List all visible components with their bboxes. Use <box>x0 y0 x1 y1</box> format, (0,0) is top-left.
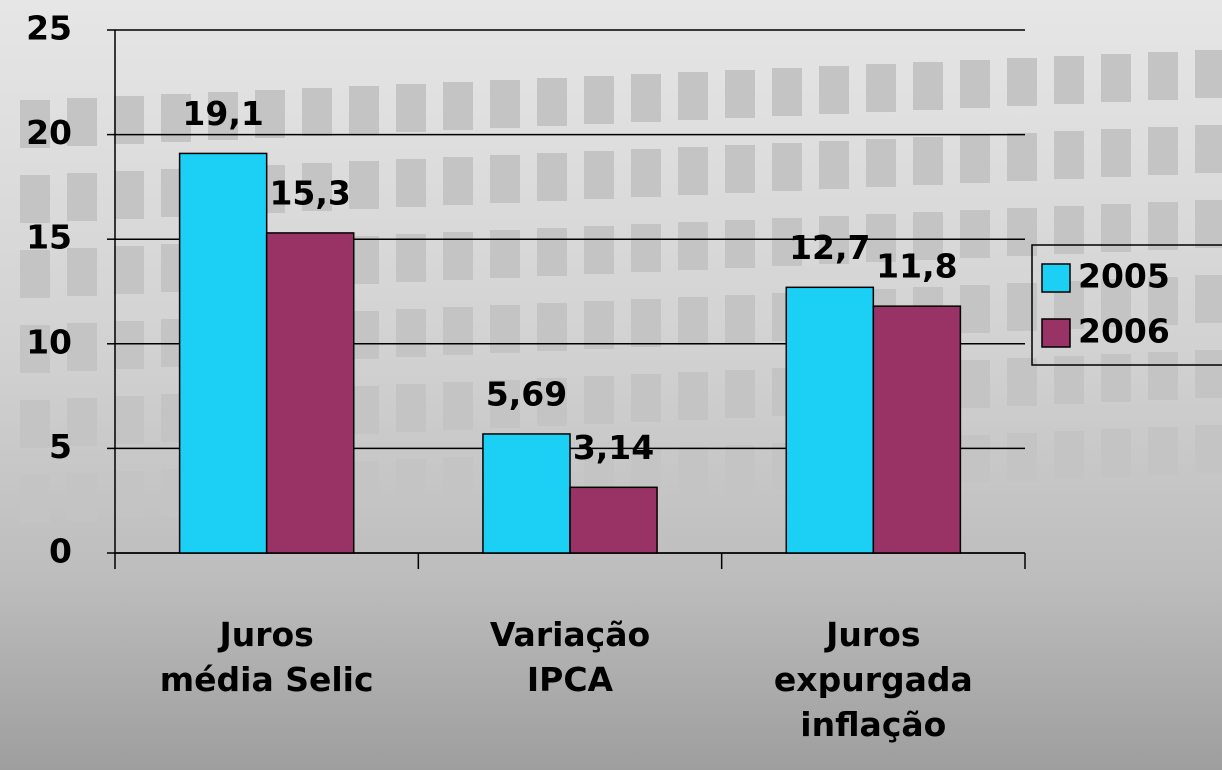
data-label: 5,69 <box>486 374 567 413</box>
x-tick-label: Juros expurgada inflação <box>723 612 1023 747</box>
legend-swatch <box>1042 319 1070 347</box>
data-label: 11,8 <box>876 247 957 286</box>
bar <box>873 306 960 553</box>
y-tick-label: 20 <box>26 113 72 152</box>
page: 0 5 10 15 20 25 19,1 15,3 5,693,14 12,711,8 2005 20… <box>0 0 1222 770</box>
x-tick-label: Variação IPCA <box>420 612 720 702</box>
data-label: 3,14 <box>573 428 654 467</box>
y-tick-label: 0 <box>49 532 72 571</box>
legend-label: 2006 <box>1078 312 1170 351</box>
data-label: 19,1 <box>182 94 263 133</box>
y-tick-label: 10 <box>26 322 72 361</box>
y-tick-label: 15 <box>26 218 72 257</box>
legend-label: 2005 <box>1078 257 1170 296</box>
data-label: 15,3 <box>269 173 350 212</box>
bar <box>786 287 873 553</box>
legend-swatch <box>1042 264 1070 292</box>
y-tick-label: 5 <box>49 427 72 466</box>
bar <box>267 233 354 553</box>
bar <box>180 153 267 553</box>
x-tick-label: Juros média Selic <box>117 612 417 702</box>
bar <box>483 434 570 553</box>
y-tick-label: 25 <box>26 9 72 48</box>
bar <box>570 487 657 553</box>
data-label: 12,7 <box>789 228 870 267</box>
